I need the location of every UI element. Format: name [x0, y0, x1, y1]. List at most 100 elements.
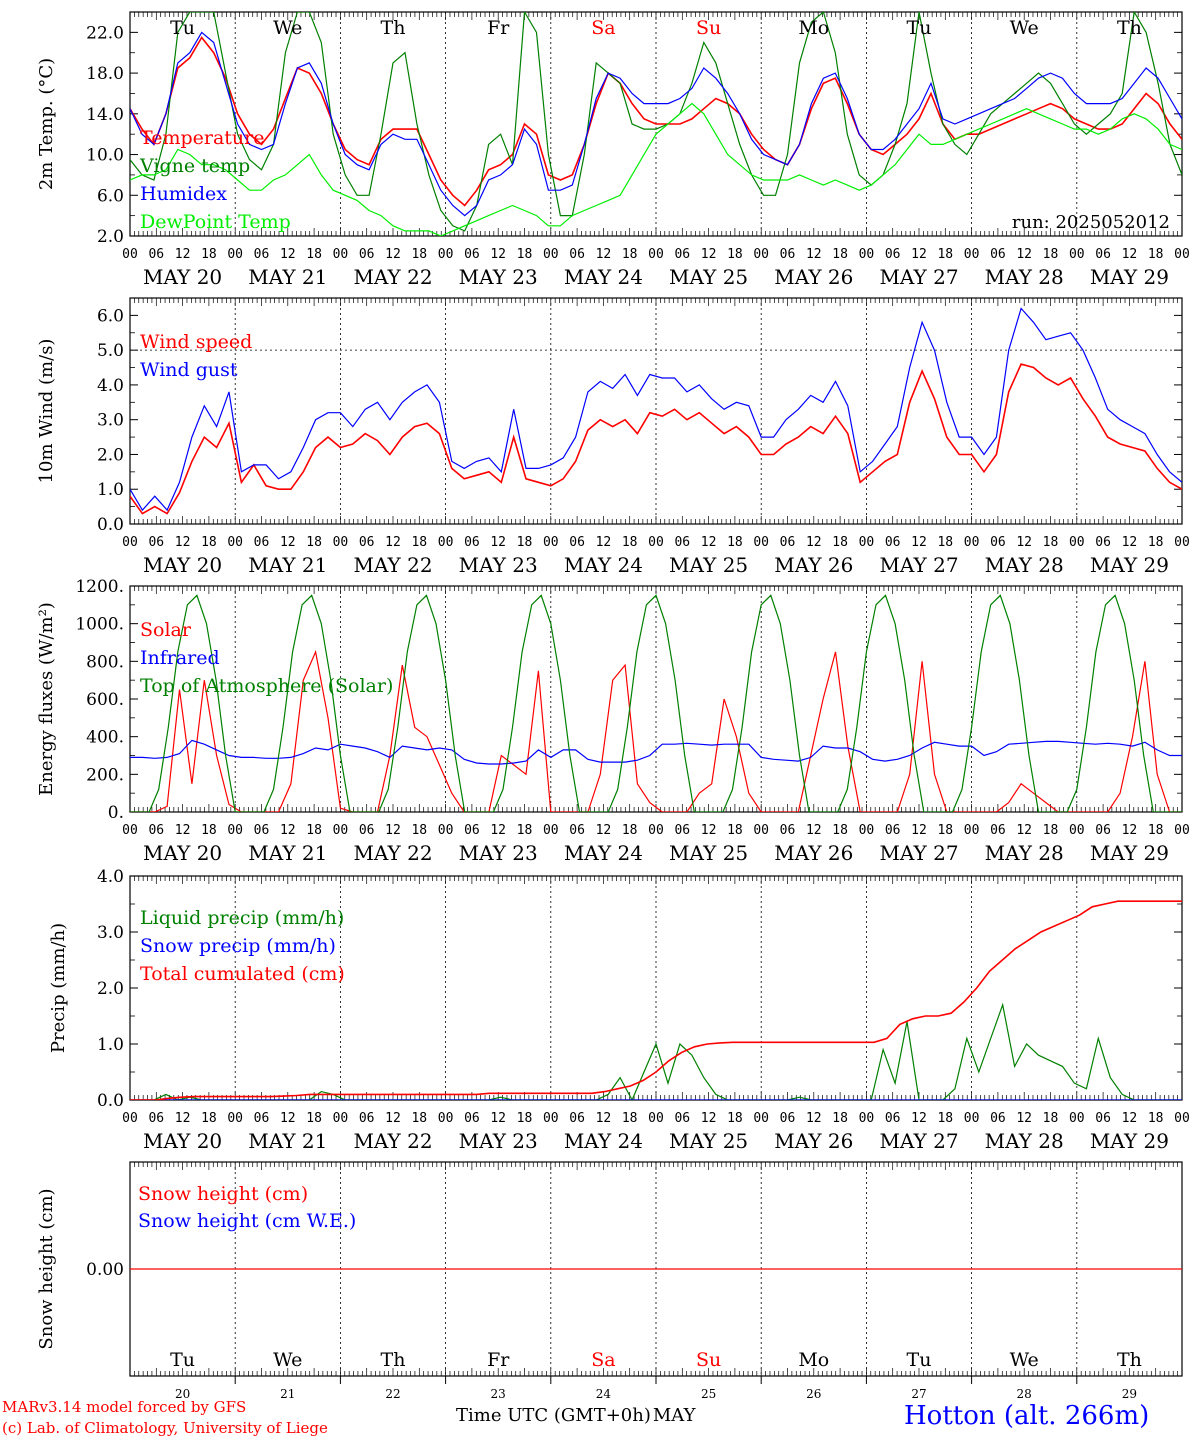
date-label: MAY 28	[985, 1129, 1064, 1153]
weekday-label: Th	[1117, 1349, 1142, 1371]
hour-label: 06	[780, 247, 796, 262]
y-tick-label: 2.0	[97, 227, 124, 247]
hour-label: 00	[1069, 1111, 1085, 1126]
date-label: MAY 23	[459, 841, 538, 865]
hour-label: 06	[990, 1111, 1006, 1126]
series-line	[130, 307, 1182, 512]
date-label: MAY 27	[879, 265, 958, 289]
legend-entry: Humidex	[140, 183, 227, 205]
date-label: MAY 23	[459, 1129, 538, 1153]
weekday-label: Tu	[907, 1349, 932, 1371]
hour-label: 18	[411, 535, 427, 550]
y-tick-label: 3.0	[97, 923, 124, 943]
hour-ticks	[129, 12, 1183, 236]
hour-label: 18	[1148, 1111, 1164, 1126]
hour-label: 06	[1095, 1111, 1111, 1126]
series-line	[130, 102, 1182, 236]
hour-label: 00	[543, 823, 559, 838]
y-tick-label: 5.0	[97, 341, 124, 361]
hour-label: 00	[227, 247, 243, 262]
hour-label: 12	[1122, 1111, 1138, 1126]
date-label: MAY 29	[1090, 841, 1169, 865]
hour-label: 06	[674, 823, 690, 838]
weekday-label: Mo	[798, 1349, 829, 1371]
hour-ticks	[129, 1162, 1183, 1376]
y-tick-label: 22.0	[86, 23, 124, 43]
hour-label: 18	[411, 1111, 427, 1126]
series-group	[130, 307, 1182, 515]
hour-label: 06	[359, 823, 375, 838]
hour-label: 18	[306, 823, 322, 838]
hour-label: 00	[227, 535, 243, 550]
hour-label: 06	[990, 247, 1006, 262]
date-label: MAY 26	[774, 265, 853, 289]
hour-label: 00	[438, 823, 454, 838]
hour-label: 00	[333, 823, 349, 838]
hour-label: 18	[937, 1111, 953, 1126]
day-number-label: 28	[1017, 1387, 1032, 1401]
hour-label: 00	[227, 1111, 243, 1126]
legend-entry: Infrared	[140, 647, 220, 669]
hour-label: 00	[1069, 247, 1085, 262]
y-tick-label: 400.	[86, 728, 124, 748]
hour-label: 06	[569, 823, 585, 838]
date-label: MAY 29	[1090, 265, 1169, 289]
y-axis-label: Energy fluxes (W/m²)	[36, 602, 57, 796]
date-label: MAY 20	[143, 841, 222, 865]
hour-label: 12	[911, 1111, 927, 1126]
hour-label: 18	[306, 247, 322, 262]
hour-label: 06	[148, 535, 164, 550]
hour-label: 06	[1095, 535, 1111, 550]
panel-2: 0.0 1.0 2.0 3.0 4.0 5.0 6.0 10m Wind (m/s) Wind …	[36, 297, 1190, 577]
hour-label: 12	[701, 1111, 717, 1126]
hour-label: 18	[1043, 247, 1059, 262]
panel-frame	[129, 585, 1183, 813]
date-label: MAY 26	[774, 1129, 853, 1153]
hour-label: 12	[806, 1111, 822, 1126]
hour-label: 00	[964, 247, 980, 262]
hour-label: 12	[701, 823, 717, 838]
hour-label: 18	[622, 1111, 638, 1126]
hour-ticks	[129, 876, 1183, 1100]
series-line	[130, 649, 1182, 812]
hour-label: 12	[596, 535, 612, 550]
hour-label: 06	[885, 823, 901, 838]
legend-entry: Wind speed	[140, 331, 252, 353]
hour-label: 12	[1016, 535, 1032, 550]
hour-label: 12	[596, 247, 612, 262]
hour-label: 00	[122, 247, 138, 262]
date-label: MAY 21	[248, 841, 327, 865]
y-tick-label: 6.0	[97, 306, 124, 326]
hour-label: 18	[201, 535, 217, 550]
hour-label: 00	[333, 247, 349, 262]
legend-entry: Snow precip (mm/h)	[140, 935, 336, 957]
y-tick-label: 10.0	[86, 146, 124, 166]
hour-label: 12	[490, 247, 506, 262]
day-number-label: 20	[175, 1387, 190, 1401]
hour-label: 12	[1122, 535, 1138, 550]
legend-entry: Total cumulated (cm)	[140, 963, 345, 985]
hour-label: 06	[464, 1111, 480, 1126]
hour-label: 00	[438, 1111, 454, 1126]
day-number-label: 21	[280, 1387, 295, 1401]
hour-label: 18	[622, 535, 638, 550]
hour-label: 18	[622, 823, 638, 838]
series-line	[130, 594, 1182, 812]
series-line	[130, 1002, 1182, 1100]
hour-label: 06	[569, 535, 585, 550]
legend-entry: Snow height (cm W.E.)	[138, 1210, 356, 1232]
hour-label: 12	[701, 247, 717, 262]
date-label: MAY 23	[459, 553, 538, 577]
run-label: run: 2025052012	[1012, 212, 1170, 233]
weekday-label: Mo	[798, 17, 829, 39]
hour-label: 00	[859, 247, 875, 262]
hour-label: 18	[1148, 247, 1164, 262]
panel-5: 0.00 Snow height (cm) Snow height (cm) Snow…	[36, 1161, 1183, 1401]
series-line	[130, 363, 1182, 515]
hour-label: 18	[1043, 1111, 1059, 1126]
hour-label: 06	[254, 247, 270, 262]
y-tick-label: 0.0	[97, 1091, 124, 1111]
hour-label: 00	[753, 823, 769, 838]
hour-label: 06	[1095, 823, 1111, 838]
hour-label: 06	[885, 1111, 901, 1126]
